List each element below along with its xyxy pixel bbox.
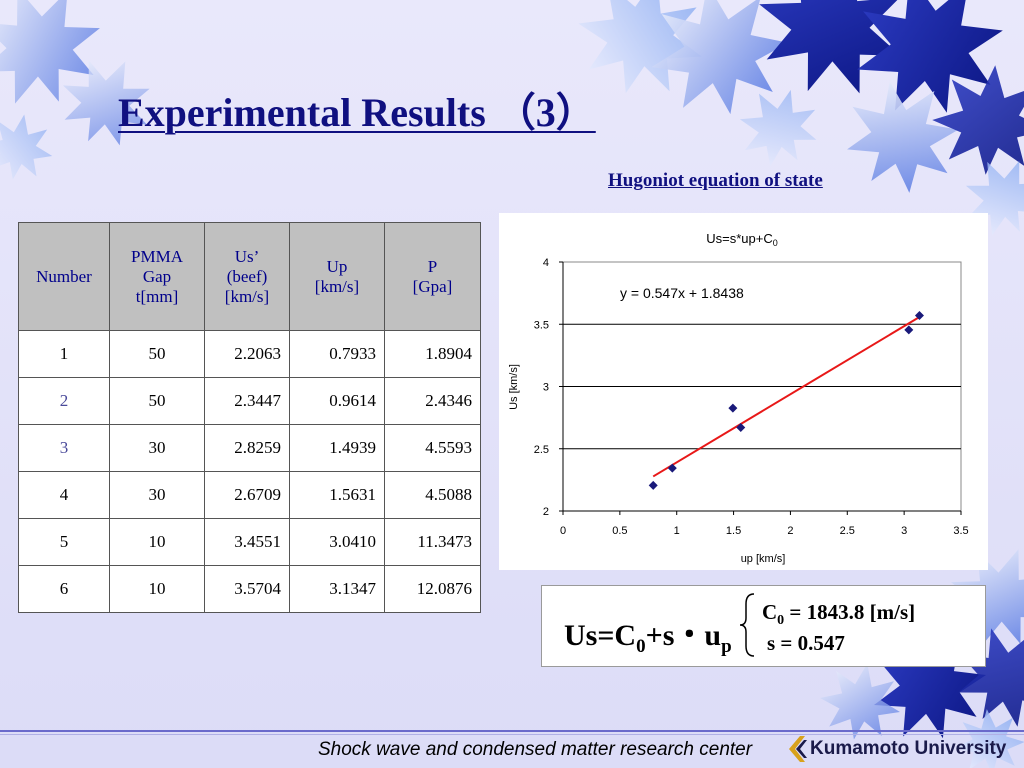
c0-subscript: 0 <box>777 613 785 629</box>
x-tick-label: 0 <box>560 525 566 537</box>
y-tick-label: 3.5 <box>534 319 549 331</box>
chart-panel: Us=s*up+C0 Us [km/s] up [km/s] 2 2.5 3 3.5 4… <box>499 213 988 570</box>
header-pmma-gap: PMMA Gap t[mm] <box>109 222 205 331</box>
cell-gap: 30 <box>109 424 205 472</box>
equation-box: Us=C0+s・up C0 = 1843.8 [m/s] s = 0.547 <box>541 585 986 667</box>
cell-us: 2.8259 <box>204 424 290 472</box>
results-table: Number PMMA Gap t[mm] Us’ (beef) [km/s] … <box>18 222 481 613</box>
cell-us: 3.5704 <box>204 565 290 613</box>
c0-number: = 1843.8 [m/s] <box>784 600 916 624</box>
header-line: Gap <box>142 266 172 286</box>
data-point <box>648 480 658 490</box>
footer-divider <box>0 730 1024 732</box>
cell-number: 2 <box>18 377 110 425</box>
cell-gap: 30 <box>109 471 205 519</box>
cell-up: 1.5631 <box>289 471 385 519</box>
x-tick-label: 2 <box>787 525 793 537</box>
trendline <box>652 316 920 478</box>
cell-pressure: 11.3473 <box>384 518 481 566</box>
header-line: PMMA <box>131 246 183 266</box>
cell-gap: 50 <box>109 330 205 378</box>
footer-text: Shock wave and condensed matter research… <box>318 739 753 760</box>
footer-divider <box>0 734 1024 735</box>
logo-text: Kumamoto University <box>810 738 1007 759</box>
header-line: t[mm] <box>135 286 179 306</box>
table-row: 3 30 2.8259 1.4939 4.5593 <box>18 424 481 472</box>
s-value: s = 0.547 <box>767 631 845 655</box>
cell-up: 0.9614 <box>289 377 385 425</box>
x-tick-label: 3.5 <box>953 525 968 537</box>
table-row: 1 50 2.2063 0.7933 1.8904 <box>18 330 481 378</box>
header-up: Up [km/s] <box>289 222 385 331</box>
cell-number: 4 <box>18 471 110 519</box>
data-point <box>914 310 924 320</box>
cell-pressure: 1.8904 <box>384 330 481 378</box>
y-tick-label: 4 <box>543 257 549 269</box>
cell-us: 2.6709 <box>204 471 290 519</box>
slide-title: Experimental Results （3） <box>118 90 596 135</box>
data-point <box>667 463 677 473</box>
chart-caption: Hugoniot equation of state <box>608 170 823 191</box>
chart-title: Us=s*up+C0 <box>706 231 778 248</box>
cell-up: 3.1347 <box>289 565 385 613</box>
cell-pressure: 12.0876 <box>384 565 481 613</box>
eq-main-part: +s・u <box>645 619 722 652</box>
header-line: [km/s] <box>314 276 360 296</box>
cell-us: 3.4551 <box>204 518 290 566</box>
table-row: 6 10 3.5704 3.1347 12.0876 <box>18 565 481 613</box>
x-tick-label: 1 <box>674 525 680 537</box>
cell-gap: 10 <box>109 565 205 613</box>
y-tick-label: 2.5 <box>534 444 549 456</box>
data-point <box>728 403 738 413</box>
table-header-row: Number PMMA Gap t[mm] Us’ (beef) [km/s] … <box>18 222 481 331</box>
y-tick-label: 3 <box>543 382 549 394</box>
header-line: Us’ <box>234 246 260 266</box>
c0-label: C <box>762 600 778 624</box>
cell-gap: 50 <box>109 377 205 425</box>
cell-pressure: 4.5088 <box>384 471 481 519</box>
cell-number: 3 <box>18 424 110 472</box>
x-axis-label: up [km/s] <box>741 553 786 565</box>
eq-main-part: Us=C <box>564 619 637 652</box>
x-tick-label: 1.5 <box>726 525 741 537</box>
x-tick-label: 0.5 <box>612 525 627 537</box>
kumamoto-logo-icon <box>789 736 807 762</box>
eq-main-subscript: p <box>721 636 732 657</box>
x-tick-label: 2.5 <box>840 525 855 537</box>
y-axis-label: Us [km/s] <box>508 364 520 410</box>
c0-value: C0 = 1843.8 [m/s] <box>762 600 915 629</box>
data-point <box>904 325 914 335</box>
data-point <box>736 422 746 432</box>
cell-gap: 10 <box>109 518 205 566</box>
cell-number: 5 <box>18 518 110 566</box>
hugoniot-equation: Us=C0+s・up <box>564 610 732 658</box>
header-line: [Gpa] <box>412 276 453 296</box>
cell-up: 3.0410 <box>289 518 385 566</box>
x-tick-label: 3 <box>901 525 907 537</box>
table-row: 5 10 3.4551 3.0410 11.3473 <box>18 518 481 566</box>
cell-pressure: 4.5593 <box>384 424 481 472</box>
header-number: Number <box>18 222 110 331</box>
trendline-equation: y = 0.547x + 1.8438 <box>620 285 744 301</box>
table-row: 2 50 2.3447 0.9614 2.4346 <box>18 377 481 425</box>
header-pressure: P [Gpa] <box>384 222 481 331</box>
scatter-chart: Us=s*up+C0 Us [km/s] up [km/s] 2 2.5 3 3.5 4… <box>508 231 969 565</box>
header-line: Number <box>36 266 92 286</box>
header-line: (beef) <box>226 266 268 286</box>
cell-us: 2.2063 <box>204 330 290 378</box>
header-line: P <box>427 256 438 276</box>
cell-us: 2.3447 <box>204 377 290 425</box>
curly-brace-icon <box>739 593 755 657</box>
cell-up: 0.7933 <box>289 330 385 378</box>
y-tick-label: 2 <box>543 506 549 518</box>
eq-main-subscript: 0 <box>636 636 646 657</box>
header-line: [km/s] <box>224 286 270 306</box>
header-us: Us’ (beef) [km/s] <box>204 222 290 331</box>
cell-number: 1 <box>18 330 110 378</box>
cell-pressure: 2.4346 <box>384 377 481 425</box>
cell-up: 1.4939 <box>289 424 385 472</box>
header-line: Up <box>326 256 348 276</box>
table-row: 4 30 2.6709 1.5631 4.5088 <box>18 471 481 519</box>
cell-number: 6 <box>18 565 110 613</box>
